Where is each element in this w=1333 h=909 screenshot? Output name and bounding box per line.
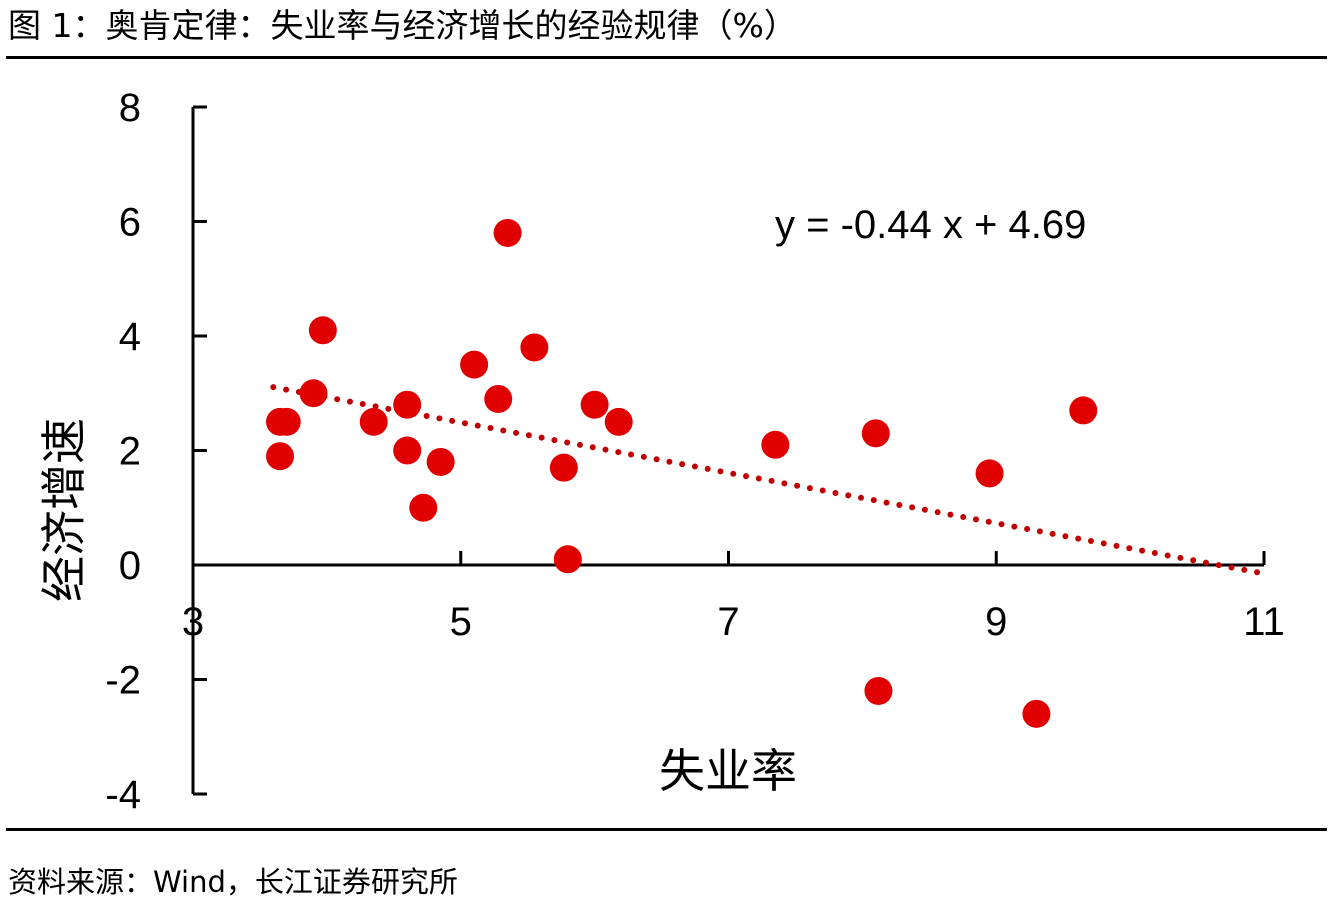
data-point <box>393 390 422 419</box>
okun-scatter-chart: -4 -2 0 2 4 6 8 3 5 7 9 11 y = -0.44 x + 4.69 失业率 经… <box>37 86 1285 817</box>
data-point <box>266 442 295 471</box>
data-point <box>308 316 337 345</box>
data-point <box>1069 396 1098 425</box>
data-point <box>580 390 609 419</box>
data-point <box>553 545 582 574</box>
tick-labels: -4 -2 0 2 4 6 8 3 5 7 9 11 <box>105 86 1284 817</box>
figure-title: 图 1：奥肯定律：失业率与经济增长的经验规律（%） <box>8 6 797 45</box>
data-point <box>460 350 489 379</box>
data-point <box>272 407 301 436</box>
y-tick-label: -2 <box>105 659 141 703</box>
y-tick-label: 6 <box>119 201 141 245</box>
bottom-rule <box>6 828 1327 831</box>
data-point <box>299 379 328 408</box>
x-axis-title: 失业率 <box>659 744 797 798</box>
y-tick-label: 4 <box>119 315 141 359</box>
regression-equation: y = -0.44 x + 4.69 <box>775 203 1086 247</box>
x-tick-label: 11 <box>1243 600 1285 644</box>
data-point <box>493 218 522 247</box>
data-point <box>549 453 578 482</box>
x-tick-label: 7 <box>717 600 739 644</box>
source-note: 资料来源：Wind，长江证券研究所 <box>8 865 458 899</box>
data-point <box>975 459 1004 488</box>
data-point <box>520 333 549 362</box>
y-tick-label: 8 <box>119 86 141 130</box>
y-tick-label: 2 <box>119 430 141 474</box>
top-rule <box>6 56 1327 59</box>
trendline <box>270 384 1267 577</box>
y-axis-title: 经济增速 <box>37 418 91 602</box>
data-point <box>409 493 438 522</box>
data-point <box>426 447 455 476</box>
data-point <box>484 384 513 413</box>
data-point <box>1022 699 1051 728</box>
axes <box>191 105 1266 796</box>
x-tick-label: 9 <box>985 600 1007 644</box>
data-point <box>359 407 388 436</box>
data-point <box>393 436 422 465</box>
data-points <box>266 218 1098 728</box>
y-tick-label: -4 <box>105 773 141 817</box>
data-point <box>864 676 893 705</box>
y-tick-label: 0 <box>119 544 141 588</box>
trendline-layer <box>270 384 1267 577</box>
x-tick-label: 3 <box>182 600 204 644</box>
data-point <box>761 430 790 459</box>
data-point <box>604 407 633 436</box>
data-point <box>861 419 890 448</box>
x-tick-label: 5 <box>450 600 472 644</box>
